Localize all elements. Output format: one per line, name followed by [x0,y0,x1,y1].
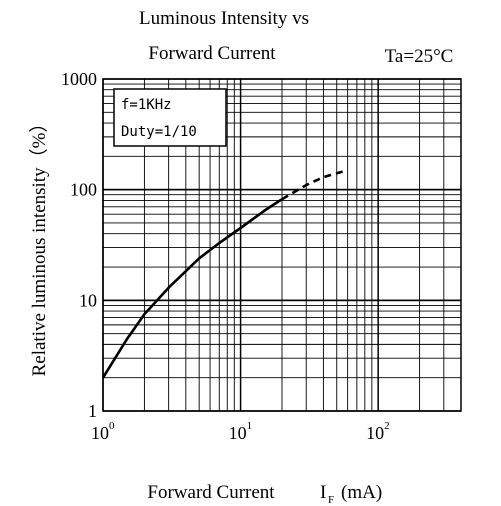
chart-title-line1: Luminous Intensity vs [139,8,309,29]
x-tick-label-exponent: 0 [109,420,115,432]
chart-title: Luminous Intensity vs Forward Current [139,8,309,64]
series-line-solid [101,198,283,379]
series-line-dashed [281,168,348,201]
annotation-duty: Duty=1/10 [121,124,197,140]
y-tick-label: 1 [88,401,97,421]
x-tick-label: 10 1 [229,420,253,443]
annotation-frequency: f=1KHz [121,97,172,113]
x-axis-label-subscript: F [328,494,334,506]
x-tick-label-base: 10 [229,423,247,443]
x-axis-label-unit: (mA) [341,482,382,503]
x-tick-label-exponent: 1 [247,420,253,432]
x-tick-label: 10 2 [366,420,390,443]
legend-annotation-box: f=1KHz Duty=1/10 [113,88,227,147]
x-tick-label-base: 10 [91,423,109,443]
y-tick-label: 1000 [61,69,97,89]
x-tick-label-base: 10 [366,423,384,443]
x-tick-label: 10 0 [91,420,115,443]
y-tick-label: 10 [79,290,97,310]
x-axis-label: Forward Current I F (mA) [147,482,382,506]
y-tick-labels: 1 10 100 1000 [61,69,97,421]
series-layer [101,168,348,379]
annotation-background [113,88,227,147]
condition-label: Ta=25°C [385,46,454,67]
y-tick-label: 100 [70,180,97,200]
y-axis-label: Relative luminous intensity（%） [28,114,50,377]
x-axis-label-text: Forward Current [147,482,275,503]
plot-frame [102,78,462,412]
chart-title-line2: Forward Current [148,43,276,64]
x-axis-label-symbol: I [320,482,326,503]
x-tick-labels: 10 0 10 1 10 2 [91,420,390,443]
x-tick-label-exponent: 2 [384,420,390,432]
